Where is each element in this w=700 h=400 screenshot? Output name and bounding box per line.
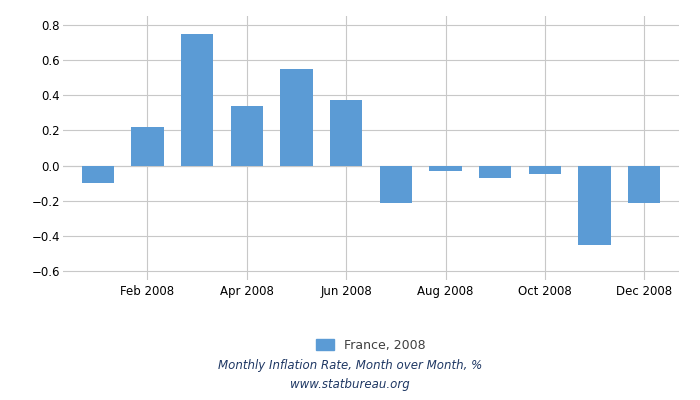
Bar <box>82 166 114 183</box>
Text: www.statbureau.org: www.statbureau.org <box>290 378 410 391</box>
Bar <box>280 69 313 166</box>
Bar <box>479 166 511 178</box>
Bar <box>132 127 164 166</box>
Bar <box>429 166 462 171</box>
Bar <box>528 166 561 174</box>
Bar <box>628 166 660 202</box>
Bar <box>330 100 363 166</box>
Text: Monthly Inflation Rate, Month over Month, %: Monthly Inflation Rate, Month over Month… <box>218 360 482 372</box>
Bar <box>181 34 214 166</box>
Bar <box>231 106 263 166</box>
Bar <box>379 166 412 202</box>
Legend: France, 2008: France, 2008 <box>312 334 430 357</box>
Bar <box>578 166 610 245</box>
